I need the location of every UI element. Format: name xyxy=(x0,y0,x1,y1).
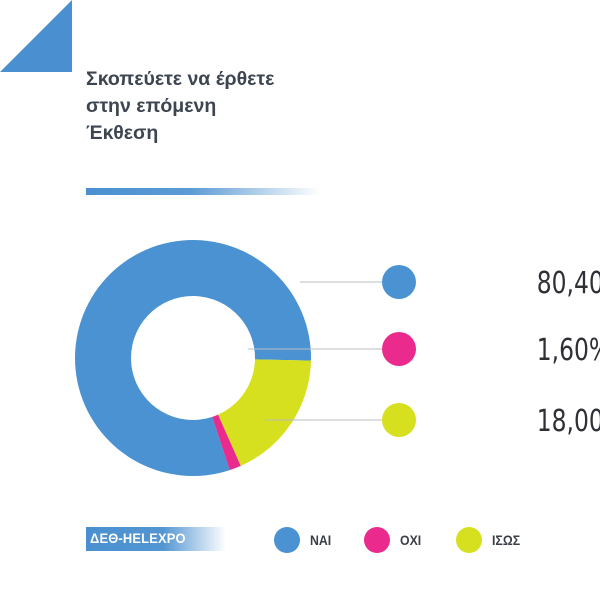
donut-slice-yes xyxy=(75,240,311,476)
legend-dot-yes xyxy=(274,527,300,553)
chart-title: Σκοπεύετε να έρθετε στην επόμενη Έκθεση xyxy=(86,66,386,147)
source-badge xyxy=(86,527,226,551)
donut-chart: 80,40% 1,60% 18,00% xyxy=(75,240,600,476)
legend-label-maybe: ΙΣΩΣ xyxy=(492,532,521,548)
pct-label-maybe: 18,00% xyxy=(537,404,600,439)
legend-label-no: ΟΧΙ xyxy=(400,532,422,548)
title-line-3: Έκθεση xyxy=(86,122,159,144)
corner-triangle xyxy=(0,0,72,72)
pct-label-yes: 80,40% xyxy=(537,266,600,301)
legend-label-yes: ΝΑΙ xyxy=(310,532,332,548)
marker-dot-no xyxy=(382,332,416,366)
pct-label-no: 1,60% xyxy=(537,333,600,368)
marker-dot-maybe xyxy=(382,403,416,437)
title-underline-bar xyxy=(86,188,320,195)
donut-slice-maybe xyxy=(218,359,311,466)
source-label: ΔΕΘ-HELEXPO xyxy=(90,530,186,546)
legend-dot-maybe xyxy=(456,527,482,553)
title-line-1: Σκοπεύετε να έρθετε xyxy=(86,68,275,90)
title-line-2: στην επόμενη xyxy=(86,95,217,117)
legend-dot-no xyxy=(364,527,390,553)
marker-dot-yes xyxy=(382,265,416,299)
donut-slice-no xyxy=(212,414,241,471)
